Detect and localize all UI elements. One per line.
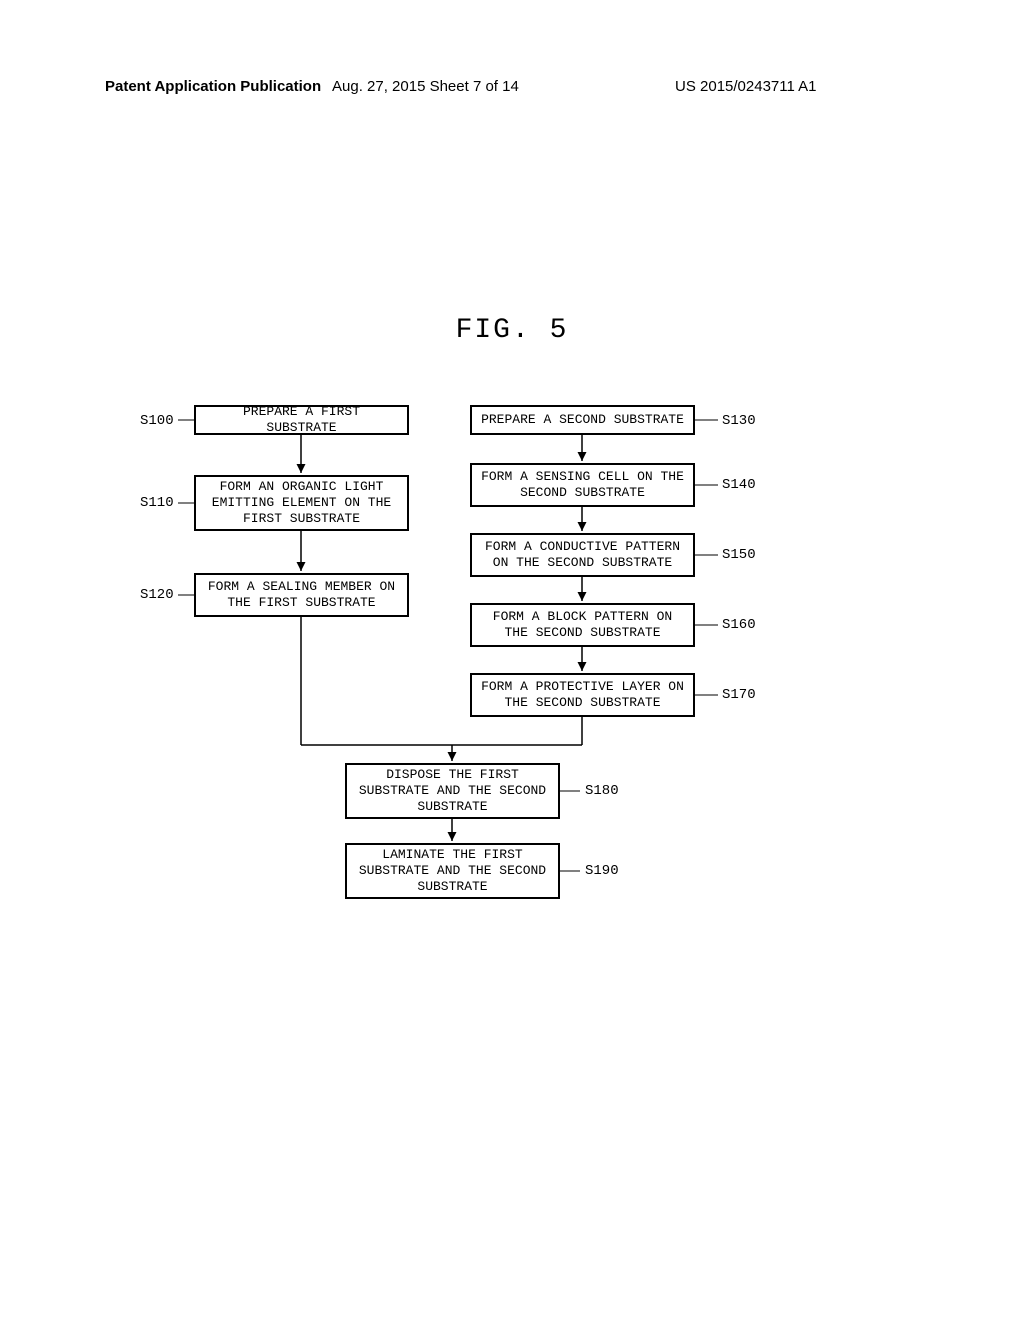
flowchart-canvas: PREPARE A FIRST SUBSTRATE FORM AN ORGANI…	[0, 395, 1024, 955]
flow-arrows	[0, 395, 1024, 955]
header-right: US 2015/0243711 A1	[675, 78, 817, 95]
header-left: Patent Application Publication	[105, 78, 321, 95]
figure-title: FIG. 5	[0, 315, 1024, 346]
header-mid: Aug. 27, 2015 Sheet 7 of 14	[332, 78, 519, 95]
